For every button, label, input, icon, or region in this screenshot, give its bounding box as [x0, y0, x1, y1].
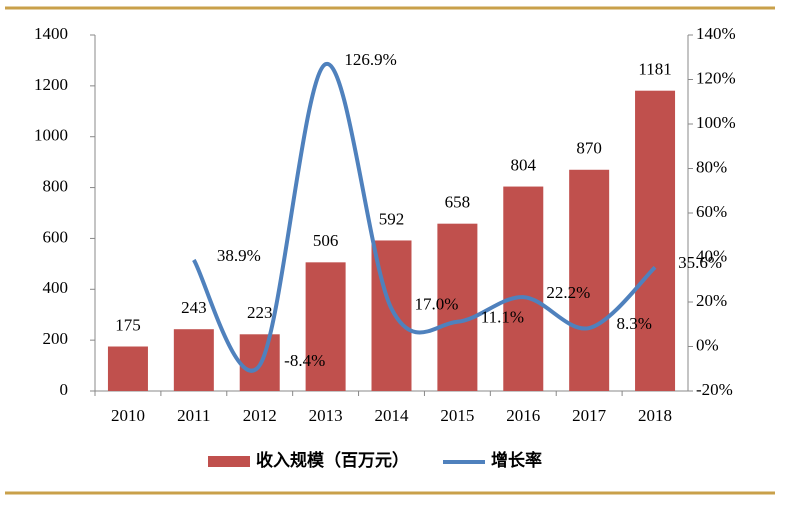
line-label: 35.6% — [678, 253, 722, 272]
y-tick-label: 600 — [43, 227, 69, 246]
x-tick-label: 2017 — [572, 406, 607, 425]
bar — [305, 262, 346, 391]
y-tick-label: 1000 — [34, 126, 68, 145]
y2-tick-label: 80% — [696, 157, 727, 176]
x-tick-label: 2018 — [638, 406, 672, 425]
bar-label: 506 — [313, 231, 339, 250]
line-label: 17.0% — [415, 295, 459, 314]
y-tick-label: 0 — [60, 380, 69, 399]
line-label: 22.2% — [546, 283, 590, 302]
bar-label: 870 — [576, 139, 602, 158]
line-label: 126.9% — [344, 50, 396, 69]
bar-label: 1181 — [638, 60, 671, 79]
bar — [107, 346, 148, 391]
y-tick-label: 400 — [43, 278, 69, 297]
x-tick-label: 2016 — [506, 406, 540, 425]
bar-label: 592 — [379, 209, 405, 228]
line-label: -8.4% — [284, 351, 325, 370]
bar — [569, 169, 610, 391]
x-tick-label: 2010 — [111, 406, 145, 425]
y-tick-label: 800 — [43, 176, 69, 195]
bar-label: 175 — [115, 315, 141, 334]
y2-tick-label: 60% — [696, 202, 727, 221]
line — [192, 62, 657, 373]
line-label: 8.3% — [616, 314, 651, 333]
bar-label: 804 — [511, 155, 537, 174]
y2-tick-label: 100% — [696, 113, 736, 132]
y2-tick-label: 20% — [696, 291, 727, 310]
y2-tick-label: 140% — [696, 24, 736, 43]
x-tick-label: 2011 — [177, 406, 210, 425]
bar-label: 658 — [445, 193, 471, 212]
y-tick-label: 1400 — [34, 24, 68, 43]
bar — [635, 90, 676, 391]
legend-label: 增长率 — [491, 450, 542, 470]
legend-swatch — [208, 456, 250, 467]
bar — [173, 329, 214, 391]
y2-tick-label: 40% — [696, 246, 727, 265]
x-tick-label: 2012 — [243, 406, 277, 425]
bar — [503, 186, 544, 391]
y-tick-label: 1200 — [34, 75, 68, 94]
line-label: 38.9% — [217, 246, 261, 265]
x-tick-label: 2014 — [375, 406, 410, 425]
legend-label: 收入规模（百万元） — [256, 450, 409, 470]
y2-tick-label: 0% — [696, 335, 719, 354]
y2-tick-label: 120% — [696, 68, 736, 87]
x-tick-label: 2013 — [309, 406, 343, 425]
bar — [437, 223, 478, 391]
y-tick-label: 200 — [43, 329, 69, 348]
line-label: 11.1% — [481, 308, 524, 327]
x-tick-label: 2015 — [440, 406, 474, 425]
bar-label: 223 — [247, 303, 273, 322]
bar-label: 243 — [181, 298, 207, 317]
y2-tick-label: -20% — [696, 380, 733, 399]
